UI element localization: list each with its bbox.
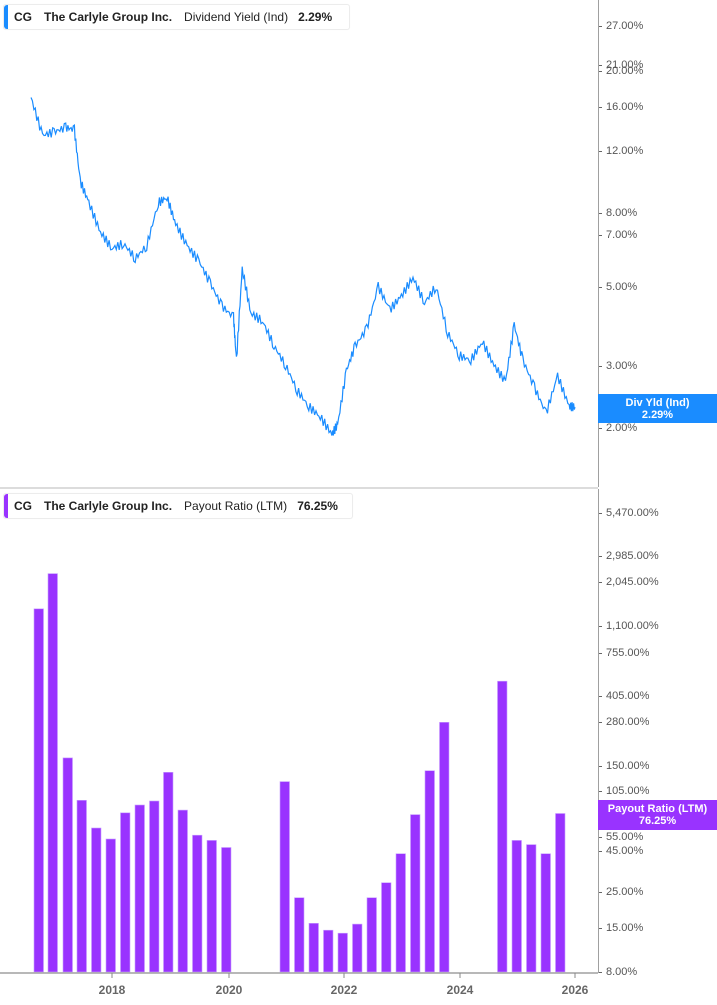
y-tick-label: 280.00% [599, 716, 649, 728]
legend-metric: Dividend Yield (Ind) [184, 10, 289, 24]
y-tick-label: 20.00% [599, 65, 643, 77]
y-tick-label: 2,985.00% [599, 550, 659, 562]
flag-value: 76.25% [638, 815, 677, 827]
flag-value: 2.29% [641, 409, 674, 421]
y-tick-label: 755.00% [599, 647, 649, 659]
legend-metric: Payout Ratio (LTM) [184, 499, 288, 513]
y-tick-label: 150.00% [599, 760, 649, 772]
top-y-axis[interactable] [598, 0, 599, 487]
y-tick-label: 8.00% [599, 966, 637, 978]
flag-label: Div Yld (Ind) [625, 397, 690, 409]
y-tick-label: 2.00% [599, 422, 637, 434]
y-tick-label: 105.00% [599, 785, 649, 797]
y-tick-label: 8.00% [599, 207, 637, 219]
dividend-yield-line [30, 97, 576, 436]
y-tick-label: 5,470.00% [599, 507, 659, 519]
y-tick-label: 405.00% [599, 690, 649, 702]
y-tick-label: 1,100.00% [599, 620, 659, 632]
dividend-yield-legend[interactable]: CG The Carlyle Group Inc. Dividend Yield… [3, 4, 350, 30]
x-tick-label: 2026 [561, 983, 589, 997]
y-tick-label: 27.00% [599, 20, 643, 32]
y-tick-label: 7.00% [599, 229, 637, 241]
legend-color-swatch [4, 5, 8, 29]
dividend-yield-line-chart [30, 97, 576, 436]
legend-value: 76.25% [297, 499, 338, 513]
y-tick-label: 3.00% [599, 360, 637, 372]
y-tick-label: 15.00% [599, 922, 643, 934]
payout-ratio-panel: CG The Carlyle Group Inc. Payout Ratio (… [0, 489, 717, 1005]
panel-divider[interactable] [0, 487, 598, 489]
x-tick-label: 2024 [446, 983, 474, 997]
y-tick-label: 12.00% [599, 145, 643, 157]
payout-ratio-price-flag: Payout Ratio (LTM) 76.25% [598, 800, 717, 830]
legend-company: The Carlyle Group Inc. [44, 10, 173, 24]
dividend-yield-panel: CG The Carlyle Group Inc. Dividend Yield… [0, 0, 717, 488]
payout-ratio-legend[interactable]: CG The Carlyle Group Inc. Payout Ratio (… [3, 493, 353, 519]
x-tick-label: 2020 [215, 983, 243, 997]
flag-label: Payout Ratio (LTM) [607, 803, 708, 815]
legend-company: The Carlyle Group Inc. [44, 499, 173, 513]
x-tick-label: 2022 [330, 983, 358, 997]
bottom-y-axis[interactable] [598, 489, 599, 973]
legend-color-swatch [4, 494, 8, 518]
legend-ticker: CG [14, 10, 32, 24]
y-tick-label: 2,045.00% [599, 576, 659, 588]
x-tick-label: 2018 [98, 983, 126, 997]
legend-value: 2.29% [298, 10, 333, 24]
dividend-yield-price-flag: Div Yld (Ind) 2.29% [598, 394, 717, 423]
y-tick-label: 5.00% [599, 281, 637, 293]
y-tick-label: 25.00% [599, 886, 643, 898]
legend-ticker: CG [14, 499, 32, 513]
y-tick-label: 55.00% [599, 831, 643, 843]
y-tick-label: 16.00% [599, 101, 643, 113]
y-tick-label: 45.00% [599, 845, 643, 857]
